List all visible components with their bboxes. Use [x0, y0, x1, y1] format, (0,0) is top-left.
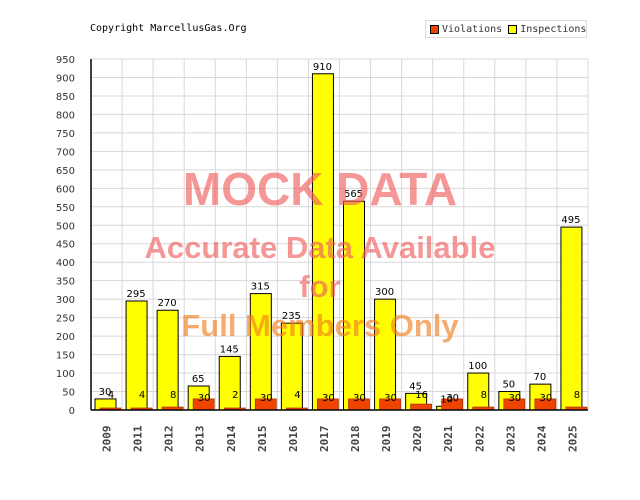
legend-item-violations: Violations	[430, 24, 502, 35]
x-tick-label: 2021	[442, 425, 455, 452]
value-label-inspections: 495	[561, 215, 580, 226]
value-label-inspections: 295	[127, 289, 146, 300]
value-label-violations: 30	[260, 393, 273, 404]
x-tick-label: 2009	[101, 426, 114, 453]
chart-legend: Violations Inspections	[425, 20, 587, 38]
x-tick-label: 2011	[132, 425, 145, 452]
value-label-violations: 2	[232, 390, 238, 401]
y-tick-label: 150	[56, 351, 75, 362]
value-labels: 3042954270865301452315302354910305653030…	[99, 62, 581, 406]
chart-bars	[94, 73, 588, 411]
y-tick-label: 350	[56, 277, 75, 288]
value-label-violations: 30	[446, 393, 459, 404]
y-tick-label: 450	[56, 240, 75, 251]
y-tick-label: 100	[56, 369, 75, 380]
value-label-inspections: 235	[282, 311, 301, 322]
x-tick-label: 2014	[225, 425, 238, 452]
y-tick-label: 0	[69, 406, 75, 417]
x-tick-label: 2012	[163, 426, 176, 453]
legend-label: Violations	[442, 23, 503, 35]
value-label-inspections: 100	[468, 361, 487, 372]
value-label-inspections: 30	[99, 387, 112, 398]
value-label-violations: 4	[108, 390, 114, 401]
y-tick-label: 800	[56, 110, 75, 121]
y-tick-label: 750	[56, 129, 75, 140]
copyright-text: Copyright MarcellusGas.Org	[90, 23, 247, 34]
x-tick-label: 2013	[194, 426, 207, 453]
chart-axes: 0501001502002503003504004505005506006507…	[56, 55, 588, 452]
value-label-inspections: 315	[251, 282, 270, 293]
bar-violations	[410, 403, 432, 411]
x-tick-label: 2019	[380, 426, 393, 453]
y-tick-label: 700	[56, 147, 75, 158]
y-tick-label: 300	[56, 295, 75, 306]
value-label-violations: 4	[139, 390, 145, 401]
value-label-inspections: 45	[409, 381, 422, 392]
value-label-inspections: 300	[375, 287, 394, 298]
value-label-inspections: 145	[220, 344, 239, 355]
value-label-violations: 30	[322, 393, 335, 404]
value-label-inspections: 65	[192, 374, 205, 385]
value-label-inspections: 270	[158, 298, 177, 309]
value-label-violations: 30	[540, 393, 553, 404]
x-tick-label: 2020	[411, 426, 424, 453]
y-tick-label: 950	[56, 55, 75, 66]
y-tick-label: 250	[56, 314, 75, 325]
legend-label: Inspections	[520, 23, 587, 35]
x-tick-label: 2017	[318, 426, 331, 453]
watermark-line3: for	[299, 269, 340, 304]
value-label-inspections: 910	[313, 62, 332, 73]
legend-item-inspections: Inspections	[508, 24, 586, 35]
value-label-inspections: 10	[440, 394, 453, 405]
x-tick-label: 2025	[566, 426, 579, 453]
value-label-violations: 30	[353, 393, 366, 404]
watermark-line1: MOCK DATA	[183, 163, 457, 215]
watermark-line4: Full Members Only	[181, 308, 459, 343]
value-label-inspections: 565	[344, 189, 363, 200]
value-label-violations: 8	[170, 390, 176, 401]
y-tick-label: 200	[56, 332, 75, 343]
y-tick-label: 500	[56, 221, 75, 232]
legend-swatch-inspections	[508, 24, 518, 34]
y-tick-label: 850	[56, 92, 75, 103]
value-label-violations: 16	[415, 390, 428, 401]
x-tick-label: 2024	[535, 425, 548, 452]
x-tick-label: 2015	[256, 426, 269, 453]
x-tick-label: 2023	[504, 426, 517, 453]
value-label-violations: 4	[294, 390, 300, 401]
y-tick-label: 650	[56, 166, 75, 177]
x-tick-label: 2016	[287, 425, 300, 452]
value-label-inspections: 70	[534, 372, 547, 383]
legend-swatch-violations	[430, 24, 439, 34]
y-tick-label: 550	[56, 203, 75, 214]
y-tick-label: 900	[56, 73, 75, 84]
y-tick-label: 600	[56, 184, 75, 195]
watermark-line2: Accurate Data Available	[145, 230, 496, 265]
value-label-violations: 8	[481, 390, 487, 401]
y-tick-label: 50	[62, 388, 75, 399]
value-label-violations: 30	[384, 393, 397, 404]
bar-inspections	[218, 355, 241, 411]
value-label-violations: 30	[508, 393, 521, 404]
value-label-violations: 30	[198, 393, 211, 404]
x-tick-label: 2022	[473, 426, 486, 453]
x-tick-label: 2018	[349, 426, 362, 453]
value-label-inspections: 50	[502, 380, 515, 391]
value-label-violations: 8	[574, 390, 580, 401]
bar-inspections	[560, 226, 583, 411]
y-tick-label: 400	[56, 258, 75, 269]
watermark: MOCK DATA Accurate Data Available for Fu…	[145, 163, 496, 343]
